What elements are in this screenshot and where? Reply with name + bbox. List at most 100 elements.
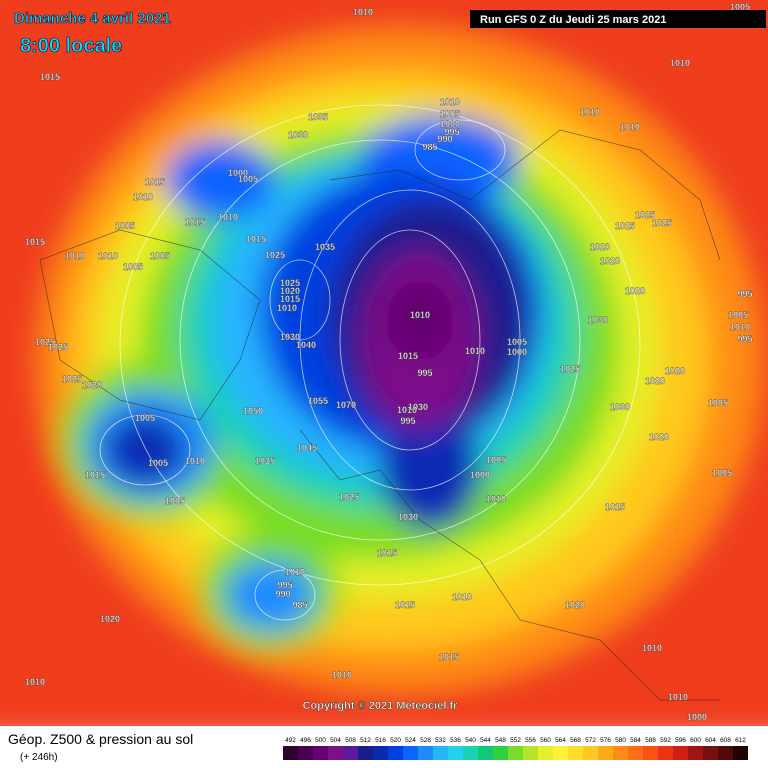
isobar-label: 1020 xyxy=(100,614,120,624)
isobar-label: 1025 xyxy=(652,218,672,228)
isobar-label: 1050 xyxy=(243,406,263,416)
isobar-label: 1010 xyxy=(353,7,373,17)
colorbar-label: 540 xyxy=(465,737,476,744)
isobar-label: 1005 xyxy=(486,455,506,465)
isobar-label: 1025 xyxy=(560,364,580,374)
isobar-label: 1010 xyxy=(98,251,118,261)
isobar-label: 995 xyxy=(417,368,432,378)
isobar-label: 1010 xyxy=(332,670,352,680)
isobar-label: 1015 xyxy=(246,234,266,244)
colorbar-label: 532 xyxy=(435,737,446,744)
isobar-label: 1015 xyxy=(377,548,397,558)
isobar-label: 1055 xyxy=(308,396,328,406)
isobar-label: 1015 xyxy=(185,217,205,227)
footer-title: Géop. Z500 & pression au sol xyxy=(8,731,193,747)
colorbar-swatch xyxy=(553,746,568,760)
geopotential-field xyxy=(0,0,768,740)
date: Dimanche 4 avril 2021 xyxy=(14,10,171,27)
colorbar-swatch xyxy=(463,746,478,760)
colorbar-label: 528 xyxy=(420,737,431,744)
colorbar-label: 524 xyxy=(405,737,416,744)
colorbar-label: 504 xyxy=(330,737,341,744)
isobar-label: 1010 xyxy=(440,97,460,107)
isobar-label: 1015 xyxy=(280,294,300,304)
isobar-label: 1010 xyxy=(465,346,485,356)
colorbar-label: 520 xyxy=(390,737,401,744)
colorbar-swatch xyxy=(298,746,313,760)
isobar-label: 1000 xyxy=(687,712,707,722)
colorbar-swatch xyxy=(478,746,493,760)
colorbar-swatch xyxy=(313,746,328,760)
isobar-label: 1015 xyxy=(395,600,415,610)
isobar-label: 1010 xyxy=(410,310,430,320)
colorbar-label: 496 xyxy=(300,737,311,744)
isobar-label: 1020 xyxy=(600,256,620,266)
colorbar-label: 584 xyxy=(630,737,641,744)
isobar-label: 985 xyxy=(422,142,437,152)
isobar-label: 1035 xyxy=(308,112,328,122)
isobar-label: 1010 xyxy=(642,643,662,653)
isobar-label: 1005 xyxy=(728,310,748,320)
isobar-label: 1025 xyxy=(48,342,68,352)
isobar-label: 995 xyxy=(737,289,752,299)
colorbar-label: 580 xyxy=(615,737,626,744)
isobar-label: 1020 xyxy=(590,242,610,252)
colorbar-swatch xyxy=(673,746,688,760)
colorbar-swatch xyxy=(718,746,733,760)
isobar-label: 1010 xyxy=(730,322,750,332)
colorbar-swatch xyxy=(403,746,418,760)
isobar-label: 985 xyxy=(292,600,307,610)
isobar-label: 1010 xyxy=(397,405,417,415)
colorbar-label: 576 xyxy=(600,737,611,744)
isobar-label: 1070 xyxy=(336,400,356,410)
isobar-label: 1005 xyxy=(440,109,460,119)
isobar-label: 1015 xyxy=(439,652,459,662)
isobar-label: 1015 xyxy=(85,470,105,480)
isobar-label: 1025 xyxy=(635,210,655,220)
isobar-label: 990 xyxy=(437,134,452,144)
isobar-label: 1020 xyxy=(280,286,300,296)
isobar-label: 1010 xyxy=(285,567,305,577)
colorbar-swatch xyxy=(643,746,658,760)
colorbar-swatch xyxy=(538,746,553,760)
colorbar-label: 512 xyxy=(360,737,371,744)
colorbar-swatch xyxy=(508,746,523,760)
colorbar-swatch xyxy=(358,746,373,760)
isobar-label: 1035 xyxy=(255,456,275,466)
colorbar-swatch xyxy=(568,746,583,760)
isobar-label: 1010 xyxy=(620,122,640,132)
colorbar-label: 508 xyxy=(345,737,356,744)
colorbar-label: 596 xyxy=(675,737,686,744)
colorbar-label: 552 xyxy=(510,737,521,744)
coastlines xyxy=(39,129,721,701)
isobar-label: 1010 xyxy=(218,212,238,222)
isobar-label: 1015 xyxy=(605,502,625,512)
isobar-label: 1020 xyxy=(625,286,645,296)
colorbar: 492 496 500 504 508 512 516 520 524 528 532 536 540 5… xyxy=(283,737,748,760)
isobar-label: 1035 xyxy=(315,242,335,252)
isobar-label: 1015 xyxy=(398,351,418,361)
isobar-label: 1005 xyxy=(135,413,155,423)
isobar-label: 1010 xyxy=(133,192,153,202)
isobar-label: 1030 xyxy=(398,512,418,522)
isobar-label: 1005 xyxy=(150,251,170,261)
isobar-label: 1010 xyxy=(185,456,205,466)
isobar-label: 1020 xyxy=(649,432,669,442)
colorbar-label: 516 xyxy=(375,737,386,744)
isobar-label: 1025 xyxy=(35,337,55,347)
isobar-label: 1005 xyxy=(712,468,732,478)
isobar-label: 1045 xyxy=(297,443,317,453)
isobar-label: 1040 xyxy=(296,340,316,350)
isobar-label: 1010 xyxy=(25,677,45,687)
colorbar-label: 612 xyxy=(735,737,746,744)
colorbar-swatch xyxy=(283,746,298,760)
colorbar-swatch xyxy=(613,746,628,760)
colorbar-swatch xyxy=(433,746,448,760)
isobar-label: 1010 xyxy=(65,251,85,261)
isobar-label: 1005 xyxy=(507,337,527,347)
colorbar-swatch xyxy=(448,746,463,760)
isobar-label: 995 xyxy=(737,334,752,344)
colorbar-swatch xyxy=(733,746,748,760)
colorbar-swatch xyxy=(658,746,673,760)
isobar-label: 1005 xyxy=(730,2,750,12)
